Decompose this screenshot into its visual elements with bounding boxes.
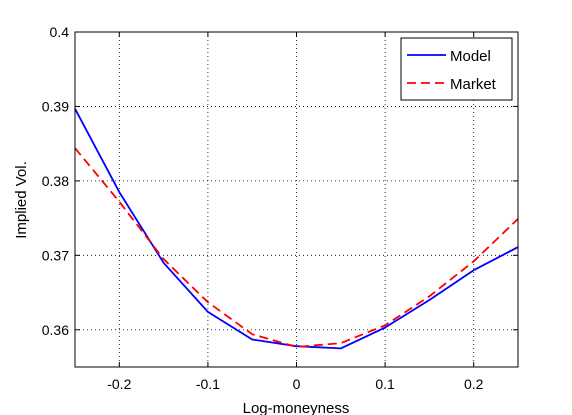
- y-tick-label: 0.36: [42, 322, 69, 338]
- legend-box: [400, 37, 513, 101]
- series-lines: [74, 108, 519, 350]
- y-tick-label: 0.39: [42, 98, 69, 114]
- y-tick-label: 0.38: [42, 173, 69, 189]
- series-line-market: [74, 147, 519, 348]
- x-tick-label: 0.1: [375, 376, 395, 392]
- legend-label-market: Market: [450, 76, 497, 93]
- y-axis-label: Implied Vol.: [13, 161, 30, 239]
- x-tick-label: -0.1: [196, 376, 220, 392]
- y-tick-label: 0.37: [42, 247, 69, 263]
- y-tick-label: 0.4: [50, 24, 70, 40]
- x-tick-label: 0: [293, 376, 301, 392]
- legend: Model Market: [400, 37, 513, 101]
- legend-label-model: Model: [450, 48, 491, 65]
- x-tick-label: 0.2: [464, 376, 484, 392]
- x-axis-label: Log-moneyness: [243, 400, 350, 415]
- x-tick-label: -0.2: [107, 376, 131, 392]
- ticks: -0.2 -0.1 0 0.1 0.2 0.36 0.37 0.38 0.39 0.4: [42, 24, 518, 392]
